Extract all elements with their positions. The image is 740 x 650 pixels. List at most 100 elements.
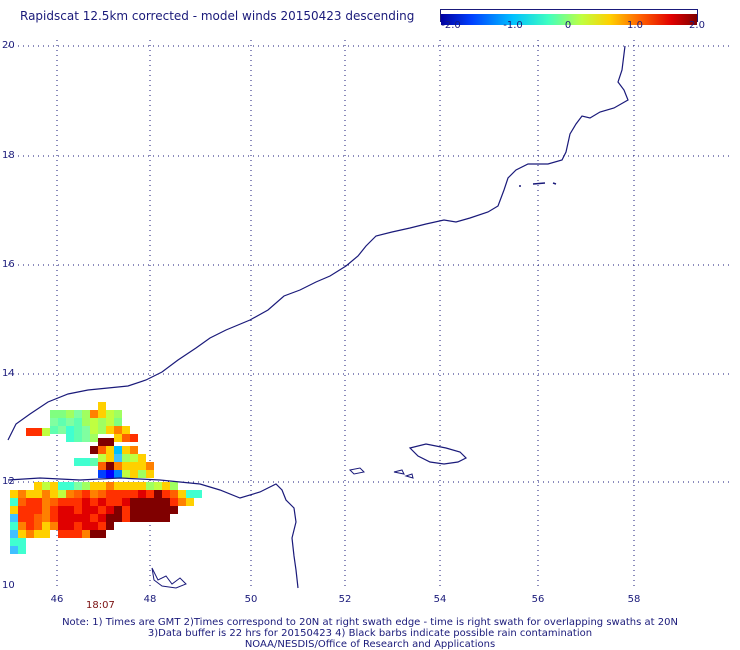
wind-cell [74,482,82,490]
wind-cell [106,514,114,522]
lat-label: 14 [2,368,15,379]
wind-cell [18,522,26,530]
wind-cell [18,514,26,522]
wind-cell [58,418,66,426]
wind-cell [90,506,98,514]
wind-cell [74,506,82,514]
wind-cell [130,514,138,522]
wind-cell [114,506,122,514]
wind-cell [130,482,138,490]
wind-cell [58,506,66,514]
wind-cell [106,522,114,530]
wind-cell [130,470,138,478]
wind-cell [34,514,42,522]
wind-cell [162,514,170,522]
wind-cell [74,410,82,418]
wind-cell [98,470,106,478]
wind-cell [26,506,34,514]
wind-cell [106,438,114,446]
wind-cell [58,514,66,522]
wind-cell [178,498,186,506]
wind-cell [130,498,138,506]
wind-cell [34,428,42,436]
wind-cell [82,418,90,426]
wind-cell [138,490,146,498]
wind-cell [146,490,154,498]
wind-cell [138,506,146,514]
wind-cell [98,454,106,462]
wind-cell [90,530,98,538]
wind-cell [50,418,58,426]
wind-cell [178,490,186,498]
wind-cell [122,470,130,478]
wind-cell [138,482,146,490]
footnote-line: 3)Data buffer is 22 hrs for 20150423 4) … [147,628,593,639]
footnote-credit: NOAA/NESDIS/Office of Research and Appli… [244,639,496,650]
wind-cell [50,482,58,490]
lon-label: 54 [433,594,447,605]
color-tick: 2.0 [689,20,705,31]
wind-cell [50,498,58,506]
wind-cell [154,498,162,506]
wind-cell [138,498,146,506]
wind-cell [66,522,74,530]
wind-cell [122,482,130,490]
wind-cell [82,490,90,498]
wind-cell [114,446,122,454]
wind-cell [26,490,34,498]
wind-cell [74,418,82,426]
wind-cell [74,458,82,466]
wind-cell [154,506,162,514]
wind-cell [10,522,18,530]
wind-cell [114,490,122,498]
wind-cell [106,462,114,470]
wind-cell [58,498,66,506]
wind-cell [90,458,98,466]
wind-cell [66,418,74,426]
wind-cell [170,482,178,490]
wind-cell [90,434,98,442]
wind-cell [146,506,154,514]
wind-cell [82,506,90,514]
wind-cell [162,490,170,498]
wind-cell [122,514,130,522]
wind-cell [42,506,50,514]
wind-cell [90,446,98,454]
wind-cell [42,498,50,506]
wind-cell [98,506,106,514]
wind-cell [98,418,106,426]
wind-cell [106,498,114,506]
wind-cell [130,454,138,462]
lon-label: 48 [143,594,157,605]
wind-cell [98,522,106,530]
wind-cell [98,482,106,490]
wind-cell [90,522,98,530]
wind-cell [90,426,98,434]
lat-label: 18 [2,150,15,161]
footnote-line: Note: 1) Times are GMT 2)Times correspon… [62,617,678,628]
wind-cell [98,402,106,410]
wind-cell [66,506,74,514]
wind-cell [66,410,74,418]
chart-title: Rapidscat 12.5km corrected - model winds… [20,9,415,23]
wind-cell [106,410,114,418]
wind-cell [122,426,130,434]
wind-cell [130,506,138,514]
wind-cell [82,514,90,522]
wind-cell [194,490,202,498]
wind-cell [122,462,130,470]
wind-cell [34,490,42,498]
wind-cell [146,470,154,478]
lat-label: 20 [2,40,15,51]
wind-cell [146,498,154,506]
wind-cell [82,530,90,538]
wind-cell [106,506,114,514]
wind-cell [58,410,66,418]
lon-label: 52 [338,594,352,605]
wind-cell [114,498,122,506]
wind-cell [146,482,154,490]
wind-cell [114,426,122,434]
wind-cell [82,426,90,434]
wind-cell [130,490,138,498]
